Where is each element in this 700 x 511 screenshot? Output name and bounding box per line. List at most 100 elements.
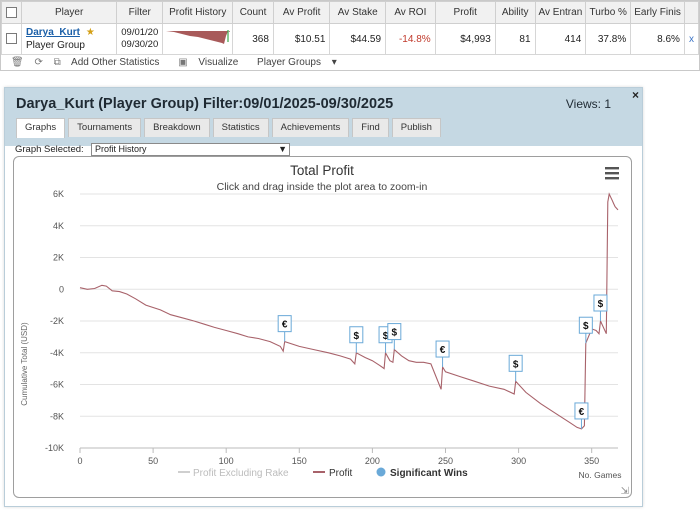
legend-label-significant-wins: Significant Wins	[390, 468, 468, 479]
player-groups-label: Player Groups	[257, 57, 321, 68]
col-turbo[interactable]: Turbo %	[585, 1, 632, 24]
menu-bar-3	[605, 177, 619, 180]
graph-selected-label: Graph Selected:	[15, 144, 84, 155]
chart-container[interactable]: 6K 4K 2K 0 -2K -4K -6K -8K -10K 0 50 100 150 200 250 30…	[13, 156, 632, 498]
flag-label: $	[392, 328, 398, 339]
significant-win-flag[interactable]: $	[508, 354, 523, 382]
x-axis-title: No. Games	[579, 470, 622, 480]
refresh-icon[interactable]: ⟳	[34, 57, 43, 68]
legend: Profit Excluding Rake Profit Significant…	[178, 467, 469, 480]
select-all-checkbox[interactable]	[6, 6, 17, 18]
player-name-link[interactable]: Darya_Kurt	[26, 27, 80, 38]
tab-achievements[interactable]: Achievements	[271, 118, 350, 137]
turbo-cell: 37.8%	[585, 23, 632, 55]
chart-title: Total Profit	[290, 163, 354, 178]
add-stats-button[interactable]: ⧉ Add Other Statistics	[54, 57, 168, 68]
tab-find[interactable]: Find	[352, 118, 389, 137]
col-player[interactable]: Player	[20, 1, 118, 24]
ability-cell: 81	[494, 23, 536, 55]
significant-win-flag[interactable]: $	[593, 294, 608, 321]
y-tick-label: 4K	[53, 221, 64, 231]
significant-win-flag[interactable]: €	[574, 402, 589, 429]
x-tick-label: 150	[292, 456, 307, 466]
av-profit-cell: $10.51	[272, 23, 331, 55]
profit-history-sparkline[interactable]	[162, 23, 234, 55]
x-tick-label: 0	[77, 456, 82, 466]
legend-swatch-significant-wins	[376, 467, 386, 477]
chevron-down-icon: ▾	[331, 57, 337, 68]
col-filter[interactable]: Filter	[116, 1, 164, 24]
row-checkbox[interactable]	[6, 33, 17, 45]
y-axis-title: Cumulative Total (USD)	[20, 322, 29, 406]
player-window: Darya_Kurt (Player Group) Filter:09/01/2…	[4, 87, 643, 507]
col-profit-history[interactable]: Profit History	[162, 1, 234, 24]
graph-selected-row: Graph Selected: Profit History ▼	[15, 143, 290, 156]
close-icon[interactable]: ×	[631, 88, 639, 102]
graph-select[interactable]: Profit History ▼	[91, 143, 290, 156]
col-av-profit[interactable]: Av Profit	[272, 1, 331, 24]
tab-statistics[interactable]: Statistics	[212, 118, 269, 137]
significant-win-flag[interactable]: $	[578, 316, 593, 344]
filter-from: 09/01/20	[121, 27, 159, 38]
flag-label: €	[440, 345, 446, 356]
flag-box	[578, 316, 593, 334]
significant-win-flag[interactable]: $	[387, 323, 402, 350]
count-cell: 368	[232, 23, 274, 55]
y-tick-label: -2K	[50, 316, 64, 326]
filter-cell: 09/01/20 09/30/20	[116, 23, 164, 55]
menu-bar-2	[605, 172, 619, 175]
table-row[interactable]: Darya_Kurt ★ Player Group 09/01/20 09/30/…	[1, 23, 700, 55]
av-entrants-cell: 414	[534, 23, 587, 55]
y-tick-label: -4K	[50, 348, 64, 358]
resize-grip-icon[interactable]: ⇲	[620, 486, 629, 497]
select-all-header[interactable]	[1, 1, 22, 24]
col-ability[interactable]: Ability	[494, 1, 536, 24]
av-roi-cell: -14.8%	[385, 23, 436, 55]
flag-label: $	[513, 359, 519, 370]
series-layer	[79, 192, 619, 430]
y-tick-label: -10K	[45, 443, 64, 453]
stats-toolbar: 🗑 ⟳ ⧉ Add Other Statistics ▣ Visualize P…	[1, 55, 699, 71]
significant-win-flag[interactable]: €	[435, 340, 450, 368]
menu-icon[interactable]	[605, 167, 619, 180]
av-stake-cell: $44.59	[329, 23, 387, 55]
visualize-button[interactable]: ▣ Visualize	[178, 57, 246, 68]
flag-box	[574, 402, 589, 420]
flag-label: $	[383, 331, 389, 342]
tab-breakdown[interactable]: Breakdown	[144, 118, 210, 137]
col-remove	[683, 1, 700, 24]
tab-graphs[interactable]: Graphs	[16, 118, 66, 138]
menu-bar-1	[605, 167, 619, 170]
trophy-icon: ★	[85, 27, 95, 38]
trash-icon[interactable]: 🗑	[11, 57, 24, 68]
profit-chart[interactable]: 6K 4K 2K 0 -2K -4K -6K -8K -10K 0 50 100 150 200 250 30…	[14, 157, 633, 499]
x-tick-label: 300	[511, 456, 526, 466]
tab-publish[interactable]: Publish	[391, 118, 441, 137]
y-tick-label: -8K	[50, 411, 64, 421]
series-line-profit[interactable]	[79, 192, 619, 430]
tab-bar: Graphs Tournaments Breakdown Statistics …	[16, 118, 444, 138]
y-tick-label: -6K	[50, 380, 64, 390]
col-profit[interactable]: Profit	[434, 1, 496, 24]
significant-win-flag[interactable]: $	[349, 326, 364, 353]
player-cell: Darya_Kurt ★ Player Group	[20, 23, 118, 55]
visualize-label: Visualize	[198, 57, 239, 68]
col-count[interactable]: Count	[232, 1, 274, 24]
tab-tournaments[interactable]: Tournaments	[68, 118, 142, 137]
significant-win-flag[interactable]: €	[277, 315, 292, 342]
flag-box	[435, 340, 450, 358]
col-av-stake[interactable]: Av Stake	[329, 1, 387, 24]
row-select[interactable]	[1, 23, 22, 55]
x-tick-label: 100	[219, 456, 234, 466]
legend-item-profit[interactable]: Profit	[313, 468, 353, 479]
remove-row-button[interactable]: x	[683, 23, 700, 55]
flag-label: €	[282, 320, 288, 331]
add-stats-icon: ⧉	[53, 57, 61, 68]
legend-item-profit-excluding-rake[interactable]: Profit Excluding Rake	[178, 468, 289, 479]
col-early-finish[interactable]: Early Finis	[630, 1, 685, 24]
col-av-roi[interactable]: Av ROI	[385, 1, 436, 24]
filter-to: 09/30/20	[121, 39, 159, 50]
col-av-entrants[interactable]: Av Entran	[534, 1, 587, 24]
player-groups-dropdown[interactable]: Player Groups ▾	[257, 57, 345, 68]
legend-item-significant-wins[interactable]: Significant Wins	[376, 467, 469, 480]
